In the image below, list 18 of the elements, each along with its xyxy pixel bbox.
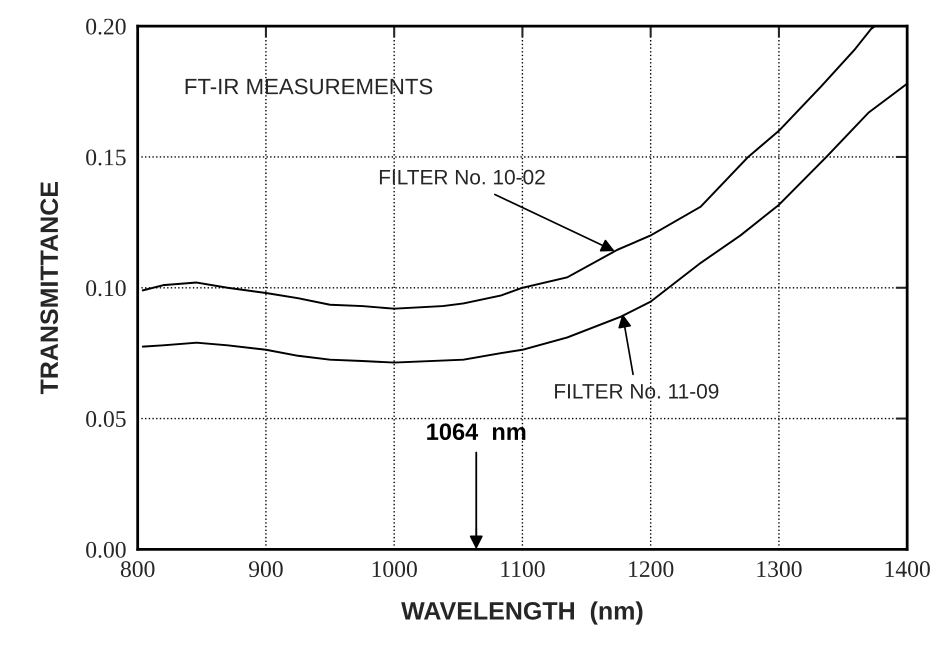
y-tick-label: 0.05 (86, 411, 126, 428)
y-axis-title: TRANSMITTANCE (40, 182, 58, 394)
x-tick-label: 1000 (372, 561, 417, 578)
annotation: FILTER No. 11-09 (555, 384, 718, 399)
y-tick-label: 0.00 (86, 542, 126, 558)
x-tick-label: 800 (120, 561, 154, 578)
y-tick-label: 0.20 (86, 18, 126, 35)
x-tick-label: 1400 (886, 561, 930, 578)
y-tick-label: 0.15 (86, 149, 126, 166)
x-axis-title: WAVELENGTH (nm) (401, 601, 642, 625)
y-tick-label: 0.10 (86, 280, 126, 296)
annotation: FT-IR MEASUREMENTS (186, 78, 432, 94)
x-tick-label: 1100 (501, 561, 545, 578)
ref-line-label: 1064 nm (427, 423, 526, 440)
annotation: FILTER No. 10-02 (380, 170, 545, 185)
x-tick-label: 900 (248, 561, 283, 578)
x-tick-label: 1200 (629, 561, 674, 578)
x-tick-label: 1300 (757, 561, 802, 578)
